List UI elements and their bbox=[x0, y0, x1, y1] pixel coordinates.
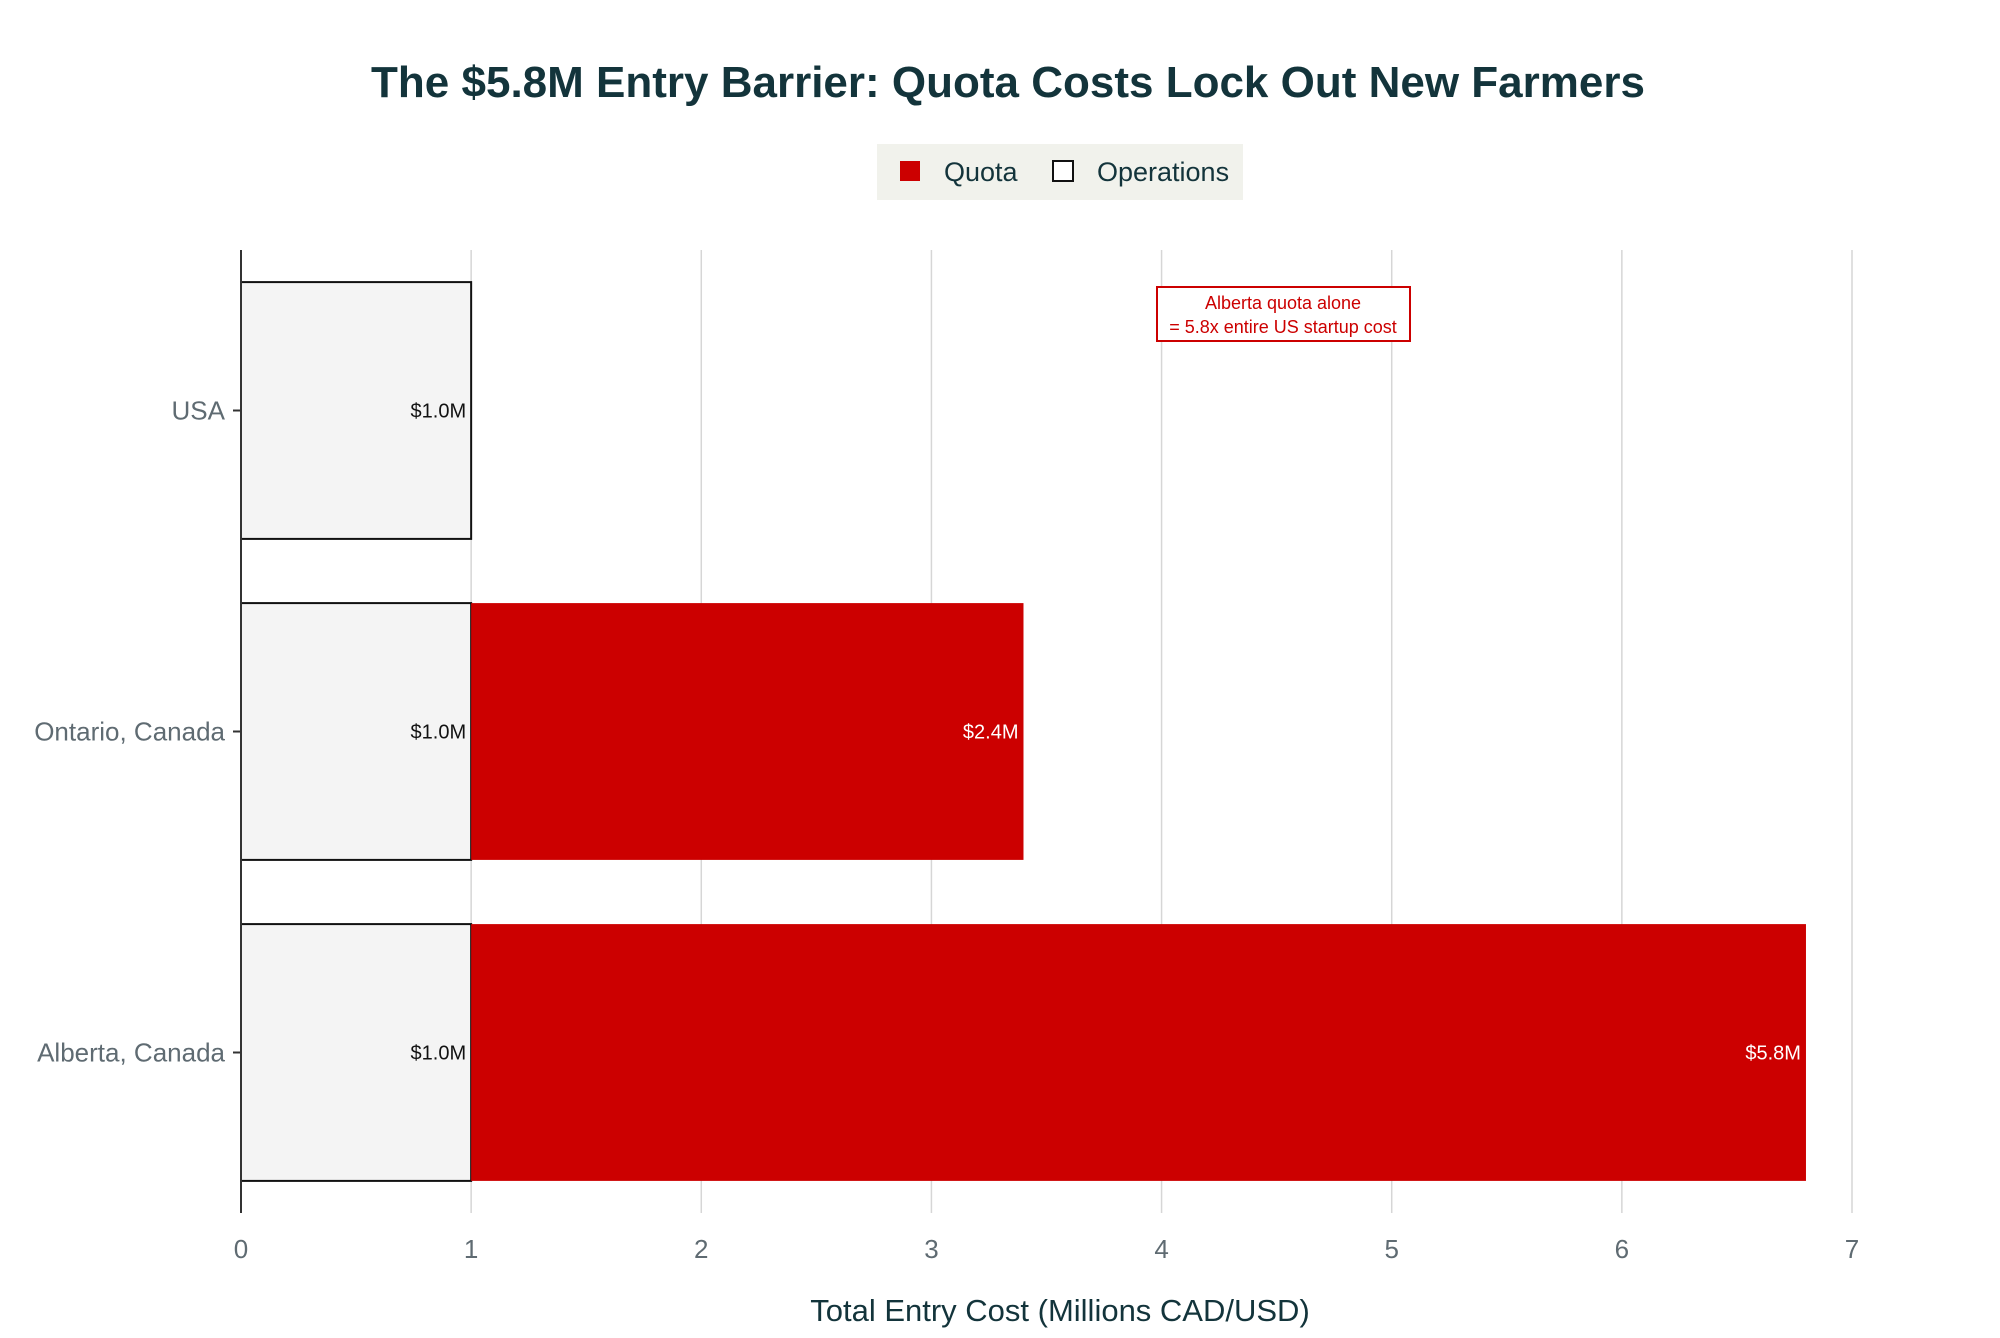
data-label-operations-usa: $1.0M bbox=[411, 401, 467, 423]
bar-quota-alberta-canada bbox=[471, 924, 1806, 1181]
x-tick-label-3: 3 bbox=[924, 1234, 938, 1264]
x-tick-label-7: 7 bbox=[1845, 1234, 1859, 1264]
y-tick-label-usa: USA bbox=[172, 396, 226, 426]
axes: 0 1 2 3 4 5 6 7 USA Ontario, Canada Alberta, Canad… bbox=[34, 250, 1859, 1264]
x-tick-label-5: 5 bbox=[1384, 1234, 1398, 1264]
x-tick-label-0: 0 bbox=[234, 1234, 248, 1264]
x-axis-title: Total Entry Cost (Millions CAD/USD) bbox=[810, 1293, 1310, 1328]
annotation-box bbox=[1156, 286, 1411, 342]
x-tick-label-6: 6 bbox=[1615, 1234, 1629, 1264]
data-label-quota-ontario-canada: $2.4M bbox=[963, 722, 1019, 744]
chart-title: The $5.8M Entry Barrier: Quota Costs Loc… bbox=[371, 58, 1645, 107]
data-label-quota-alberta-canada: $5.8M bbox=[1745, 1043, 1801, 1065]
legend-swatch-operations[interactable] bbox=[1052, 160, 1074, 182]
annotation-text-line-1: Alberta quota alone bbox=[1205, 293, 1361, 313]
legend-swatch-quota[interactable] bbox=[900, 161, 920, 181]
y-tick-label-alberta-canada: Alberta, Canada bbox=[37, 1038, 225, 1068]
bars bbox=[240, 281, 1806, 1182]
y-tick-label-ontario-canada: Ontario, Canada bbox=[34, 717, 225, 747]
data-labels: $1.0M $1.0M $2.4M $1.0M $5.8M bbox=[411, 401, 1801, 1065]
annotation-text-line-2: = 5.8x entire US startup cost bbox=[1169, 317, 1397, 337]
annotation: Alberta quota alone = 5.8x entire US sta… bbox=[1156, 286, 1411, 342]
x-tick-label-2: 2 bbox=[694, 1234, 708, 1264]
bar-quota-ontario-canada bbox=[471, 603, 1024, 860]
bar-operations-usa bbox=[240, 281, 473, 540]
data-label-operations-alberta-canada: $1.0M bbox=[411, 1043, 467, 1065]
x-tick-label-4: 4 bbox=[1154, 1234, 1168, 1264]
legend[interactable]: Quota Operations bbox=[877, 144, 1243, 200]
data-label-operations-ontario-canada: $1.0M bbox=[411, 722, 467, 744]
x-tick-label-1: 1 bbox=[464, 1234, 478, 1264]
legend-label-quota[interactable]: Quota bbox=[944, 157, 1019, 187]
legend-label-operations[interactable]: Operations bbox=[1097, 157, 1229, 187]
